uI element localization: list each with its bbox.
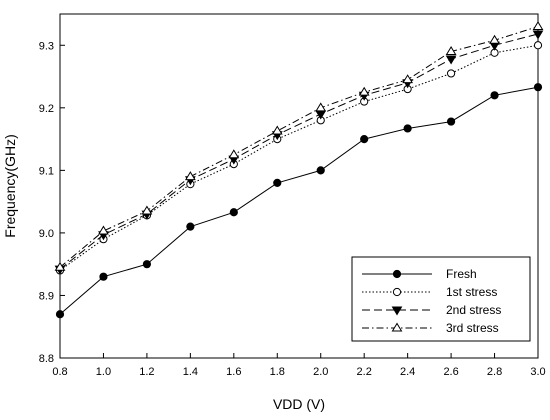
- data-point: [403, 124, 412, 133]
- data-point: [489, 34, 500, 44]
- data-point: [360, 134, 369, 144]
- data-point: [273, 178, 282, 187]
- legend-marker: [392, 287, 402, 297]
- legend-entry: 1st stress: [362, 285, 497, 299]
- x-tick-label: 1.2: [139, 366, 154, 378]
- x-tick-label: 1.6: [226, 366, 241, 378]
- data-point: [446, 69, 456, 78]
- data-point: [228, 149, 240, 159]
- legend-label: Fresh: [446, 267, 477, 281]
- x-tick-label: 2.4: [400, 366, 415, 378]
- data-point: [229, 208, 238, 217]
- series-4: [54, 21, 544, 271]
- series-line: [59, 86, 539, 315]
- series-3: [54, 30, 544, 275]
- y-tick-label: 9.0: [39, 228, 54, 240]
- x-tick-label: 1.4: [183, 366, 198, 378]
- data-point: [315, 110, 327, 120]
- data-point: [315, 102, 327, 112]
- series-layer: [54, 21, 544, 319]
- data-point: [54, 261, 66, 271]
- series-line: [59, 26, 539, 268]
- x-tick-label: 3.0: [530, 366, 545, 378]
- series-2: [55, 41, 543, 275]
- y-tick-label: 9.3: [39, 40, 54, 52]
- data-point: [142, 260, 152, 269]
- data-point: [446, 117, 456, 126]
- x-axis-title: VDD (V): [273, 396, 325, 412]
- data-point: [98, 225, 109, 235]
- data-point: [358, 86, 370, 96]
- legend-entry: 2nd stress: [362, 303, 501, 317]
- legend-entry: Fresh: [362, 267, 477, 281]
- y-tick-label: 9.2: [39, 103, 54, 115]
- data-point: [402, 74, 414, 84]
- plot-frame: [59, 13, 539, 359]
- x-tick-label: 2.0: [313, 366, 328, 378]
- y-tick-label: 9.1: [39, 165, 54, 177]
- legend: Fresh 1st stress 2nd stress 3rd stress: [351, 256, 531, 342]
- data-point: [271, 125, 283, 135]
- x-tick-label: 2.8: [487, 366, 502, 378]
- legend-label: 1st stress: [446, 285, 497, 299]
- data-point: [186, 222, 195, 231]
- data-point: [99, 272, 108, 281]
- data-point: [55, 310, 65, 319]
- data-point: [533, 41, 543, 50]
- legend-label: 3rd stress: [446, 321, 499, 335]
- legend-label: 2nd stress: [446, 303, 501, 317]
- x-tick-label: 1.0: [96, 366, 111, 378]
- data-point: [533, 83, 543, 92]
- series-line: [59, 33, 539, 270]
- legend-entry: 3rd stress: [362, 321, 499, 335]
- legend-marker: [391, 322, 403, 332]
- x-tick-label: 0.8: [52, 366, 67, 378]
- x-tick-label: 2.2: [357, 366, 372, 378]
- series-line: [59, 44, 539, 271]
- data-point: [490, 91, 499, 100]
- x-tick-label: 2.6: [443, 366, 458, 378]
- data-point: [532, 21, 544, 31]
- data-point: [445, 55, 457, 65]
- data-point: [445, 46, 457, 56]
- series-1: [55, 83, 543, 319]
- x-tick-label: 1.8: [270, 366, 285, 378]
- legend-marker: [392, 269, 402, 279]
- y-tick-label: 8.9: [39, 290, 54, 302]
- y-tick-label: 8.8: [39, 353, 54, 365]
- y-axis-title: Frequency(GHz): [2, 134, 18, 237]
- data-point: [316, 166, 325, 175]
- legend-marker: [391, 306, 403, 316]
- axis-ticks: 0.8 1.0 1.2 1.4 1.6 1.8 2.0 2.2 2.4 2.6 2.8 3.0 8.8 8…: [39, 40, 546, 378]
- legend-box: [351, 256, 531, 342]
- data-point: [184, 171, 196, 181]
- data-point: [532, 30, 544, 40]
- data-point: [141, 205, 153, 215]
